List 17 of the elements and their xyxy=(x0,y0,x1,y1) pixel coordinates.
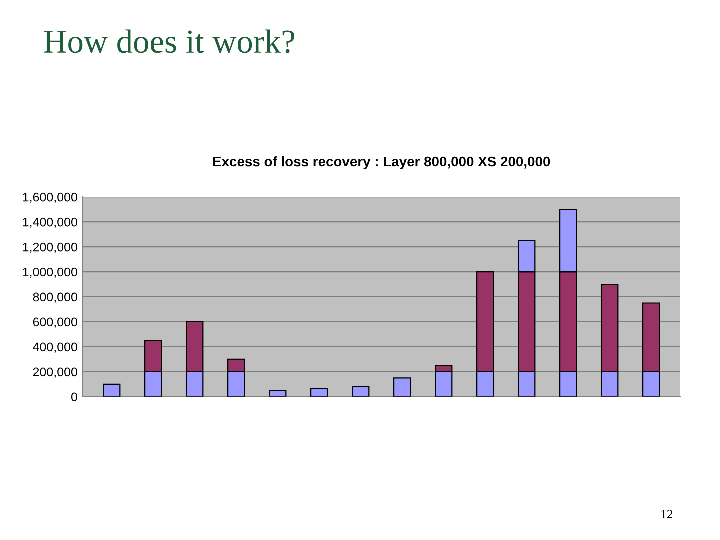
bar xyxy=(352,386,370,397)
y-tick-label: 1,400,000 xyxy=(23,218,78,228)
y-tick-label: 600,000 xyxy=(33,318,78,328)
y-tick-label: 1,000,000 xyxy=(23,268,78,278)
text: 12 xyxy=(662,510,673,518)
y-tick-label: 400,000 xyxy=(33,342,78,354)
bar xyxy=(393,378,412,397)
y-tick-label: 800,000 xyxy=(33,292,78,304)
text: How does it work? xyxy=(44,30,295,54)
y-tick-label: 0 xyxy=(71,392,78,402)
y-tick-label: 1,200,000 xyxy=(23,242,78,254)
bar xyxy=(268,390,287,397)
bar xyxy=(310,388,328,397)
y-tick-label: 1,600,000 xyxy=(23,192,78,204)
y-tick-label: 200,000 xyxy=(33,368,78,378)
chart-title: Excess of loss recovery : Layer 800,000 XS 200,000 xyxy=(213,156,550,170)
bar xyxy=(102,384,121,397)
